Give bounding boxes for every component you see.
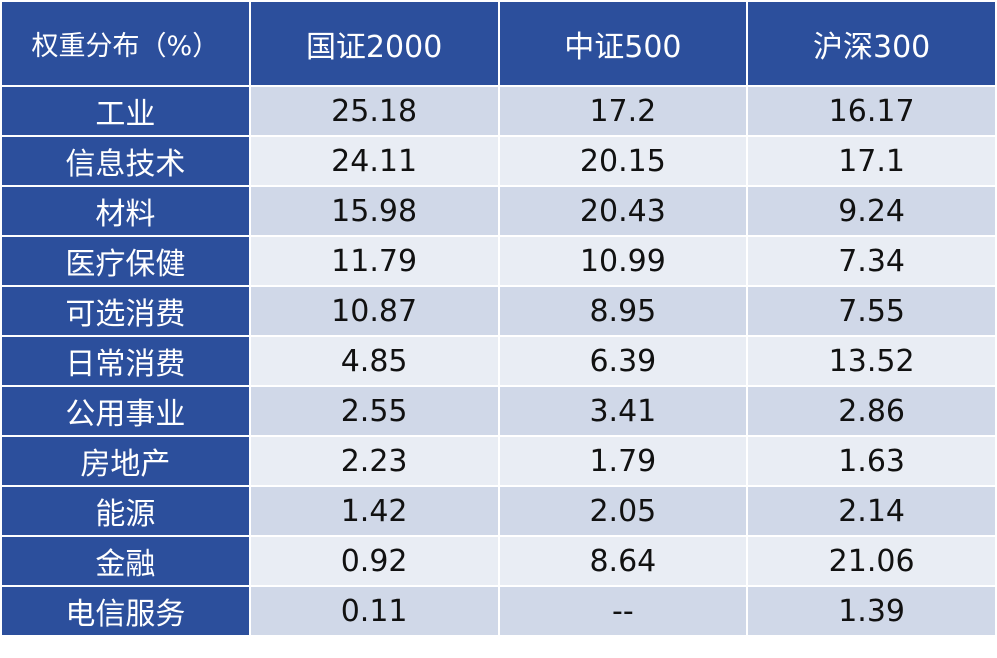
table-row: 公用事业 2.55 3.41 2.86 (0, 385, 997, 437)
value-cell: 2.86 (746, 385, 997, 437)
value-cell: 7.55 (746, 285, 997, 337)
row-label: 医疗保健 (0, 235, 251, 287)
table-body: 工业 25.18 17.2 16.17 信息技术 24.11 20.15 17.1 材料 15.9… (0, 85, 997, 637)
value-cell: 17.2 (497, 85, 749, 137)
value-cell: 3.41 (497, 385, 749, 437)
value-cell: 9.24 (746, 185, 997, 237)
row-label: 材料 (0, 185, 251, 237)
value-cell: 1.79 (497, 435, 749, 487)
row-label: 能源 (0, 485, 251, 537)
row-label: 电信服务 (0, 585, 251, 637)
row-label: 公用事业 (0, 385, 251, 437)
table-row: 电信服务 0.11 -- 1.39 (0, 585, 997, 637)
header-cell: 权重分布（%） (0, 0, 251, 87)
header-cell: 国证2000 (248, 0, 500, 87)
value-cell: 6.39 (497, 335, 749, 387)
value-cell: 17.1 (746, 135, 997, 187)
table-row: 医疗保健 11.79 10.99 7.34 (0, 235, 997, 287)
value-cell: -- (497, 585, 749, 637)
value-cell: 25.18 (248, 85, 500, 137)
row-label: 可选消费 (0, 285, 251, 337)
value-cell: 1.63 (746, 435, 997, 487)
value-cell: 1.42 (248, 485, 500, 537)
table-row: 房地产 2.23 1.79 1.63 (0, 435, 997, 487)
table-row: 金融 0.92 8.64 21.06 (0, 535, 997, 587)
value-cell: 8.64 (497, 535, 749, 587)
value-cell: 2.05 (497, 485, 749, 537)
value-cell: 2.23 (248, 435, 500, 487)
value-cell: 21.06 (746, 535, 997, 587)
header-cell: 中证500 (497, 0, 749, 87)
row-label: 金融 (0, 535, 251, 587)
value-cell: 10.87 (248, 285, 500, 337)
weight-table: 权重分布（%） 国证2000 中证500 沪深300 工业 25.18 17.2 16.17… (0, 0, 997, 637)
value-cell: 2.55 (248, 385, 500, 437)
value-cell: 2.14 (746, 485, 997, 537)
table-row: 工业 25.18 17.2 16.17 (0, 85, 997, 137)
value-cell: 0.92 (248, 535, 500, 587)
value-cell: 13.52 (746, 335, 997, 387)
row-label: 工业 (0, 85, 251, 137)
value-cell: 7.34 (746, 235, 997, 287)
row-label: 日常消费 (0, 335, 251, 387)
value-cell: 8.95 (497, 285, 749, 337)
table-row: 能源 1.42 2.05 2.14 (0, 485, 997, 537)
value-cell: 24.11 (248, 135, 500, 187)
value-cell: 20.15 (497, 135, 749, 187)
row-label: 信息技术 (0, 135, 251, 187)
header-row: 权重分布（%） 国证2000 中证500 沪深300 (0, 0, 997, 87)
value-cell: 16.17 (746, 85, 997, 137)
row-label: 房地产 (0, 435, 251, 487)
value-cell: 4.85 (248, 335, 500, 387)
value-cell: 11.79 (248, 235, 500, 287)
table-row: 日常消费 4.85 6.39 13.52 (0, 335, 997, 387)
table-row: 可选消费 10.87 8.95 7.55 (0, 285, 997, 337)
value-cell: 20.43 (497, 185, 749, 237)
value-cell: 1.39 (746, 585, 997, 637)
value-cell: 10.99 (497, 235, 749, 287)
header-cell: 沪深300 (746, 0, 997, 87)
value-cell: 0.11 (248, 585, 500, 637)
table-row: 材料 15.98 20.43 9.24 (0, 185, 997, 237)
table-header: 权重分布（%） 国证2000 中证500 沪深300 (0, 0, 997, 87)
value-cell: 15.98 (248, 185, 500, 237)
table-row: 信息技术 24.11 20.15 17.1 (0, 135, 997, 187)
